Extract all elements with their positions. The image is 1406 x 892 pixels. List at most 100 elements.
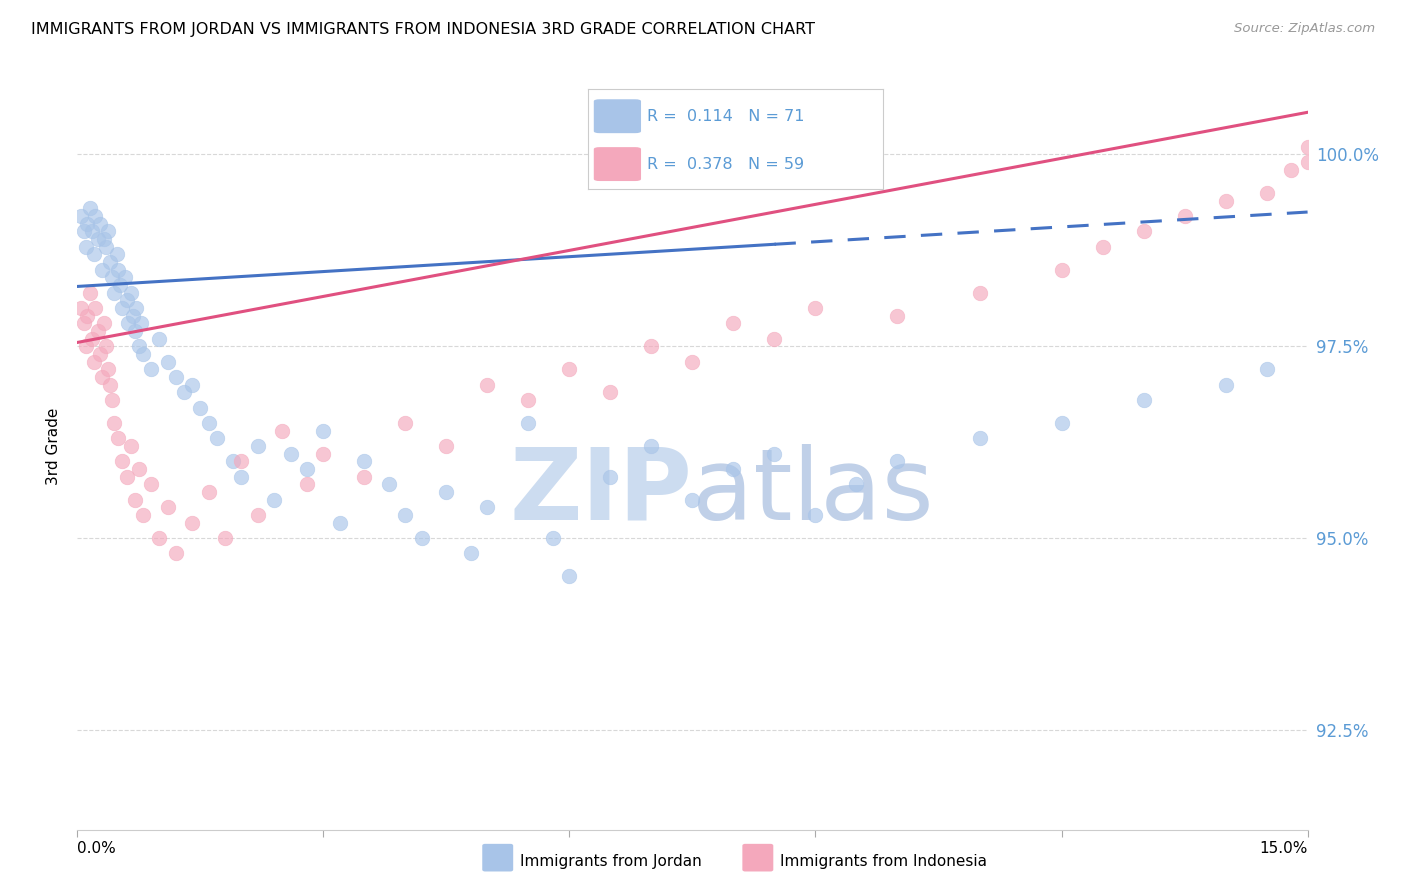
Point (886, 309, 908, 323)
Point (205, 431, 228, 445)
Point (79, 285, 101, 300)
Point (125, 301, 148, 315)
Point (111, 301, 134, 315)
Y-axis label: 3rd Grade: 3rd Grade (46, 408, 62, 484)
Point (82, 332, 104, 346)
Point (83, 354, 105, 368)
Point (101, 392, 124, 407)
Point (90, 262, 114, 277)
Point (129, 316, 153, 330)
Point (101, 270, 124, 285)
Point (214, 531, 236, 545)
Point (763, 447, 786, 461)
Point (165, 370, 187, 384)
Point (117, 316, 139, 330)
Point (804, 301, 827, 315)
Point (79, 201, 101, 215)
Point (460, 546, 482, 560)
Point (120, 439, 142, 453)
Point (124, 492, 146, 507)
Point (477, 377, 499, 392)
Point (222, 454, 245, 468)
Point (98, 255, 121, 269)
Point (93, 316, 115, 330)
Text: IMMIGRANTS FROM JORDAN VS IMMIGRANTS FROM INDONESIA 3RD GRADE CORRELATION CHART: IMMIGRANTS FROM JORDAN VS IMMIGRANTS FRO… (31, 22, 815, 37)
Point (263, 492, 285, 507)
Point (148, 332, 170, 346)
Point (394, 508, 416, 522)
Point (312, 447, 335, 461)
Point (115, 293, 138, 308)
Point (89, 347, 111, 361)
Point (82, 224, 104, 238)
Point (1050, 416, 1073, 430)
Point (353, 469, 375, 483)
Point (94, 239, 117, 253)
Point (411, 531, 433, 545)
Point (124, 324, 146, 338)
Point (558, 569, 581, 583)
Point (188, 401, 212, 415)
Point (723, 316, 745, 330)
Point (111, 454, 134, 468)
Point (246, 439, 269, 453)
Point (436, 485, 458, 500)
Point (280, 447, 302, 461)
Point (477, 500, 499, 515)
Text: 0.0%: 0.0% (77, 841, 117, 856)
Point (1132, 224, 1154, 238)
Point (83, 247, 105, 261)
Point (969, 431, 991, 445)
Point (148, 531, 170, 545)
Point (97, 362, 120, 376)
Point (1215, 377, 1237, 392)
Point (103, 416, 125, 430)
Point (107, 431, 129, 445)
Point (165, 546, 187, 560)
Point (87, 232, 110, 246)
Point (75, 239, 97, 253)
Point (1132, 392, 1154, 407)
Point (108, 277, 131, 292)
Point (599, 385, 621, 400)
Point (105, 247, 128, 261)
Point (122, 309, 145, 323)
Point (231, 454, 253, 468)
Point (156, 500, 179, 515)
Point (804, 508, 827, 522)
Point (295, 477, 318, 491)
Point (120, 285, 142, 300)
Point (181, 516, 204, 530)
Point (436, 439, 458, 453)
Point (93, 232, 115, 246)
Point (723, 462, 745, 476)
Point (969, 285, 991, 300)
Point (132, 347, 155, 361)
Point (73, 316, 96, 330)
Point (353, 454, 375, 468)
Point (1256, 186, 1278, 200)
Point (640, 439, 662, 453)
Point (1256, 362, 1278, 376)
Point (94, 339, 117, 353)
Point (1296, 155, 1319, 169)
Point (378, 477, 401, 491)
Point (1091, 239, 1114, 253)
Point (97, 224, 120, 238)
Point (197, 416, 219, 430)
Point (845, 477, 868, 491)
Point (141, 477, 163, 491)
Point (75, 339, 97, 353)
Point (599, 469, 621, 483)
Text: 15.0%: 15.0% (1260, 841, 1308, 856)
Point (1279, 162, 1302, 177)
Point (84, 209, 107, 223)
Text: ZIP: ZIP (509, 443, 693, 541)
Text: Source: ZipAtlas.com: Source: ZipAtlas.com (1234, 22, 1375, 36)
Point (541, 531, 564, 545)
Point (173, 385, 195, 400)
Point (295, 462, 318, 476)
Point (1174, 209, 1197, 223)
Point (128, 339, 150, 353)
Point (271, 424, 294, 438)
